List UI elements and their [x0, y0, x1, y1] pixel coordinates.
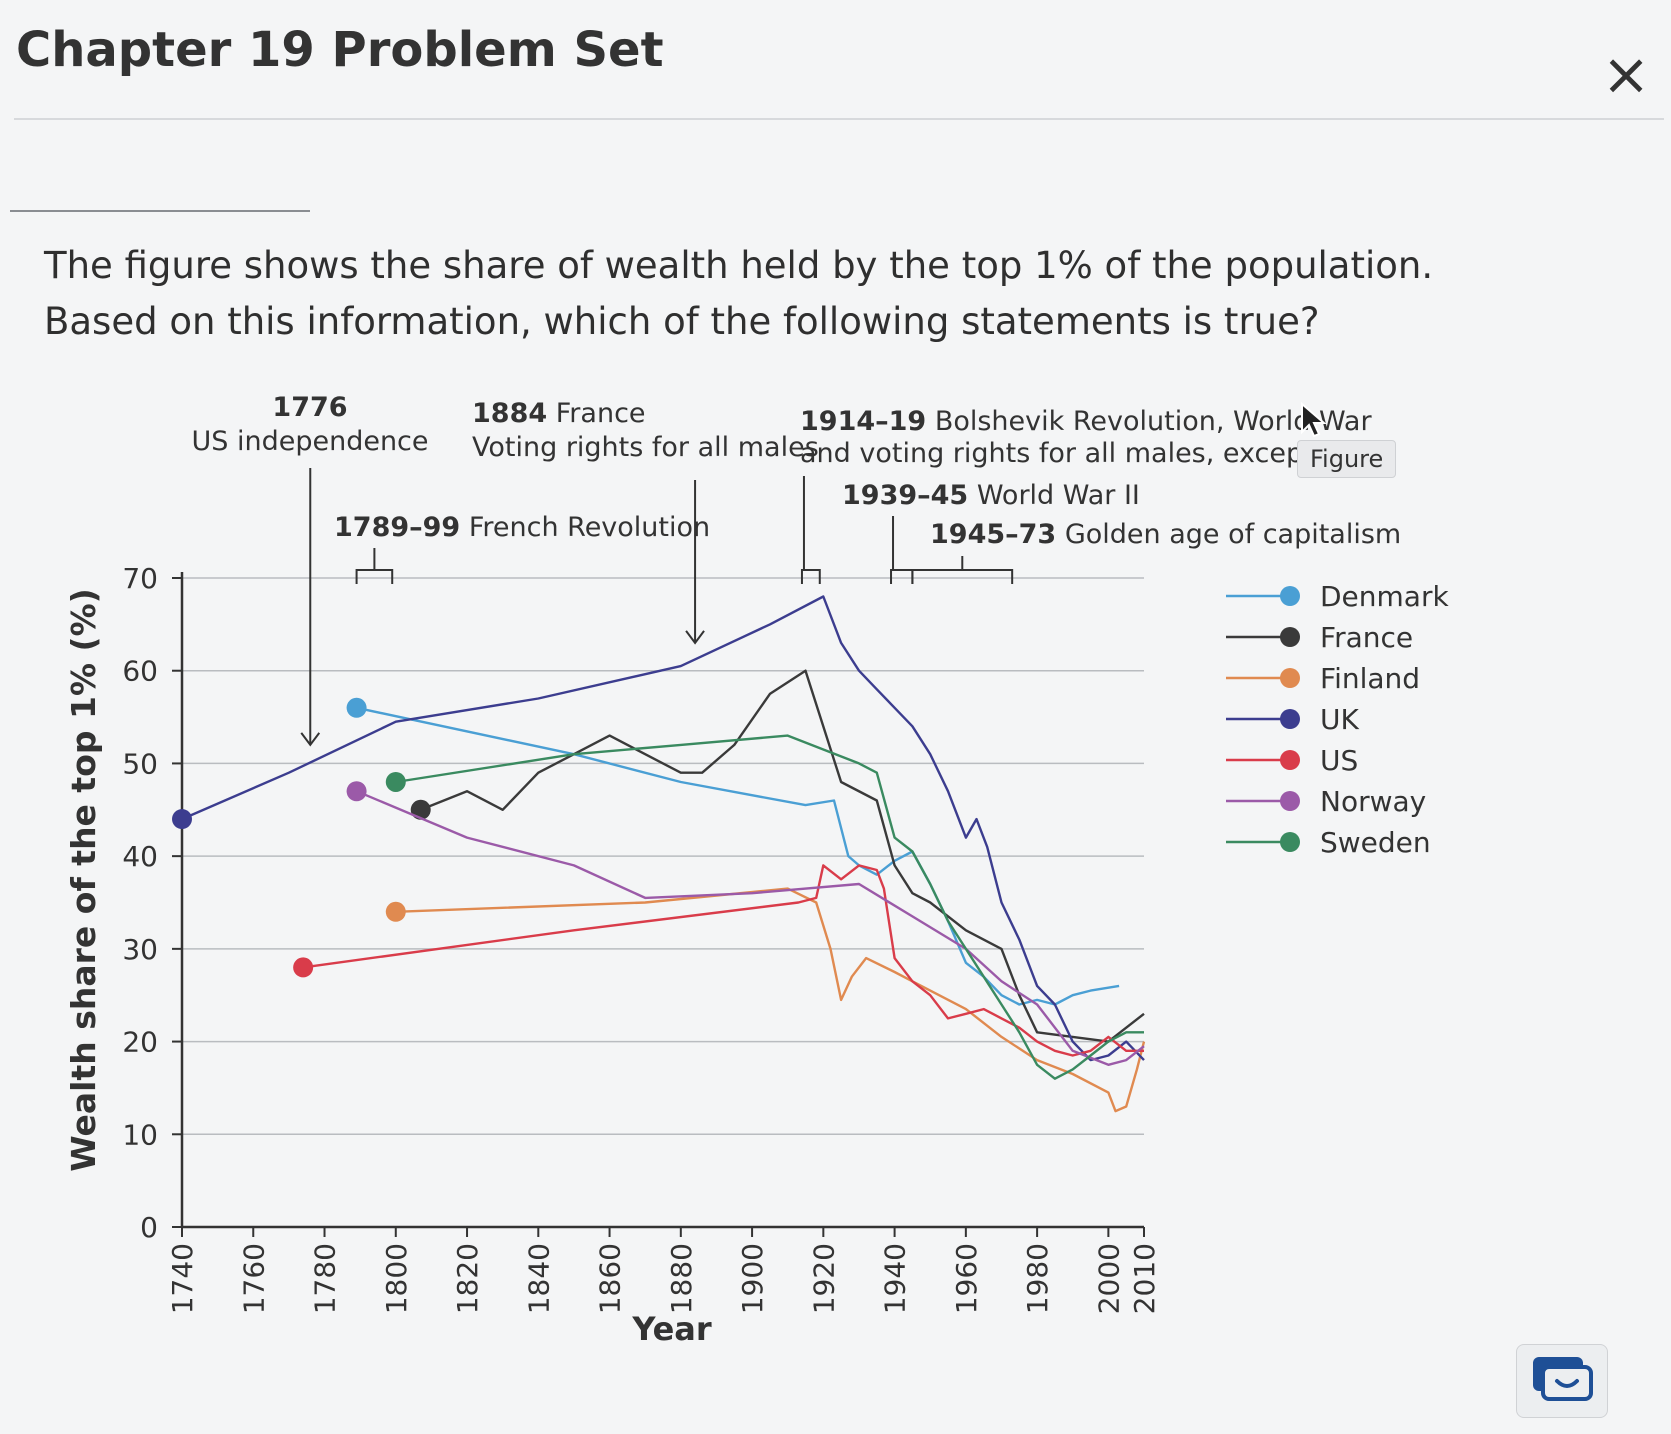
- series-start-point-us: [293, 957, 314, 978]
- legend-marker-france: [1280, 627, 1300, 647]
- series-line-finland: [395, 887, 1146, 1113]
- x-tick-label: 1800: [380, 1243, 413, 1314]
- legend-marker-finland: [1280, 668, 1300, 688]
- annotation-text: Voting rights for all males: [472, 432, 819, 463]
- close-button[interactable]: ×: [1596, 44, 1656, 104]
- annotation-arrowhead: [300, 732, 321, 747]
- x-tick-label: 1760: [237, 1243, 270, 1314]
- series-line-sweden: [395, 734, 1144, 1080]
- legend-label: UK: [1320, 703, 1359, 736]
- annotation-label: 1776: [272, 392, 347, 423]
- legend-label: Sweden: [1320, 826, 1431, 859]
- annotation-bracket: [890, 569, 914, 584]
- chart-legend: Denmark France Finland UK US Norway Sweden: [1226, 580, 1449, 859]
- series-start-point-france: [410, 799, 431, 820]
- x-tick-label: 1840: [522, 1243, 555, 1314]
- page-title: Chapter 19 Problem Set: [16, 22, 664, 78]
- y-tick-label: 10: [122, 1118, 158, 1151]
- series-start-point-sweden: [385, 771, 406, 792]
- legend-label: Norway: [1320, 785, 1426, 818]
- x-tick-label: 1980: [1021, 1243, 1054, 1314]
- annotation-text: Golden age of capitalism: [1056, 519, 1401, 550]
- legend-label: US: [1320, 744, 1358, 777]
- annotation-text: World War II: [968, 480, 1140, 511]
- tab-underline: [10, 210, 310, 212]
- x-tick-label: 1860: [594, 1243, 627, 1314]
- series-line-us: [302, 864, 1144, 1057]
- y-tick-label: 20: [122, 1026, 158, 1059]
- y-tick-label: 30: [122, 933, 158, 966]
- annotation-bracket: [911, 569, 1014, 584]
- annotation-year: 1945–73: [930, 519, 1056, 550]
- legend-label: France: [1320, 621, 1413, 654]
- x-tick-label: 1880: [665, 1243, 698, 1314]
- x-tick-label: 1820: [451, 1243, 484, 1314]
- y-tick-label: 60: [122, 655, 158, 688]
- annotation-label: 1945–73 Golden age of capitalism: [930, 519, 1401, 550]
- question-text: The figure shows the share of wealth hel…: [44, 244, 1434, 343]
- x-tick-label: 1940: [879, 1243, 912, 1314]
- annotation-year: 1789–99: [334, 512, 460, 543]
- y-tick-label: 0: [140, 1211, 158, 1244]
- annotation-year: 1776: [272, 392, 347, 423]
- chart-axes: 0 10 20 30 40 50 60 70 1740 1760 1780 1800 1820 1840 1…: [64, 562, 1161, 1348]
- x-tick-label: 1960: [950, 1243, 983, 1314]
- close-icon: ×: [1601, 40, 1651, 108]
- series-line-france: [420, 669, 1145, 1043]
- series-line-uk: [181, 595, 1145, 1062]
- y-axis-label: Wealth share of the top 1% (%): [64, 588, 103, 1171]
- legend-marker-us: [1280, 750, 1300, 770]
- annotation-bracket: [800, 569, 821, 584]
- annotation-text: France: [547, 398, 645, 429]
- x-tick-label: 1780: [309, 1243, 342, 1314]
- legend-label: Finland: [1320, 662, 1420, 695]
- chart-series-lines: [172, 595, 1146, 1113]
- chart-grid: [182, 577, 1144, 1136]
- legend-marker-uk: [1280, 709, 1300, 729]
- annotation-year: 1884: [472, 398, 547, 429]
- annotation-bracket: [355, 569, 394, 584]
- series-start-point-norway: [346, 781, 367, 802]
- y-tick-label: 40: [122, 840, 158, 873]
- annotation-label: 1884 France: [472, 398, 646, 429]
- header: Chapter 19 Problem Set ×: [0, 0, 1671, 120]
- annotation-year: 1939–45: [842, 480, 968, 511]
- mouse-cursor-icon: [1300, 401, 1327, 442]
- legend-marker-sweden: [1280, 832, 1300, 852]
- y-tick-label: 70: [122, 562, 158, 595]
- annotation-text: French Revolution: [460, 512, 710, 543]
- header-divider: [14, 118, 1664, 120]
- x-tick-label: 2000: [1092, 1243, 1125, 1314]
- annotation-year: 1914–19: [800, 406, 926, 437]
- annotation-label: 1939–45 World War II: [842, 480, 1140, 511]
- series-line-norway: [356, 790, 1145, 1066]
- x-tick-label: 2010: [1128, 1243, 1161, 1314]
- y-tick-label: 50: [122, 747, 158, 780]
- annotation-text: Bolshevik Revolution, World War: [926, 406, 1372, 437]
- chat-button[interactable]: [1516, 1344, 1608, 1418]
- chat-icon: [1533, 1357, 1593, 1401]
- wealth-share-chart: 0 10 20 30 40 50 60 70 1740 1760 1780 1800 1820 1840 1…: [64, 392, 1449, 1348]
- series-start-point-uk: [172, 809, 192, 830]
- annotation-label: 1914–19 Bolshevik Revolution, World War: [800, 406, 1372, 437]
- x-tick-label: 1900: [736, 1243, 769, 1314]
- annotation-text: US independence: [191, 426, 428, 457]
- x-tick-label: 1920: [807, 1243, 840, 1314]
- annotation-arrowhead: [685, 630, 705, 645]
- legend-marker-norway: [1280, 791, 1300, 811]
- legend-label: Denmark: [1320, 580, 1449, 613]
- x-tick-label: 1740: [166, 1243, 199, 1314]
- annotation-label: 1789–99 French Revolution: [334, 512, 710, 543]
- x-axis-label: Year: [631, 1310, 712, 1348]
- series-start-point-finland: [385, 901, 406, 922]
- series-start-point-denmark: [346, 697, 367, 718]
- annotation-text: and voting rights for all males, except …: [800, 438, 1359, 469]
- legend-marker-denmark: [1280, 586, 1300, 606]
- figure-tag[interactable]: Figure: [1297, 440, 1397, 478]
